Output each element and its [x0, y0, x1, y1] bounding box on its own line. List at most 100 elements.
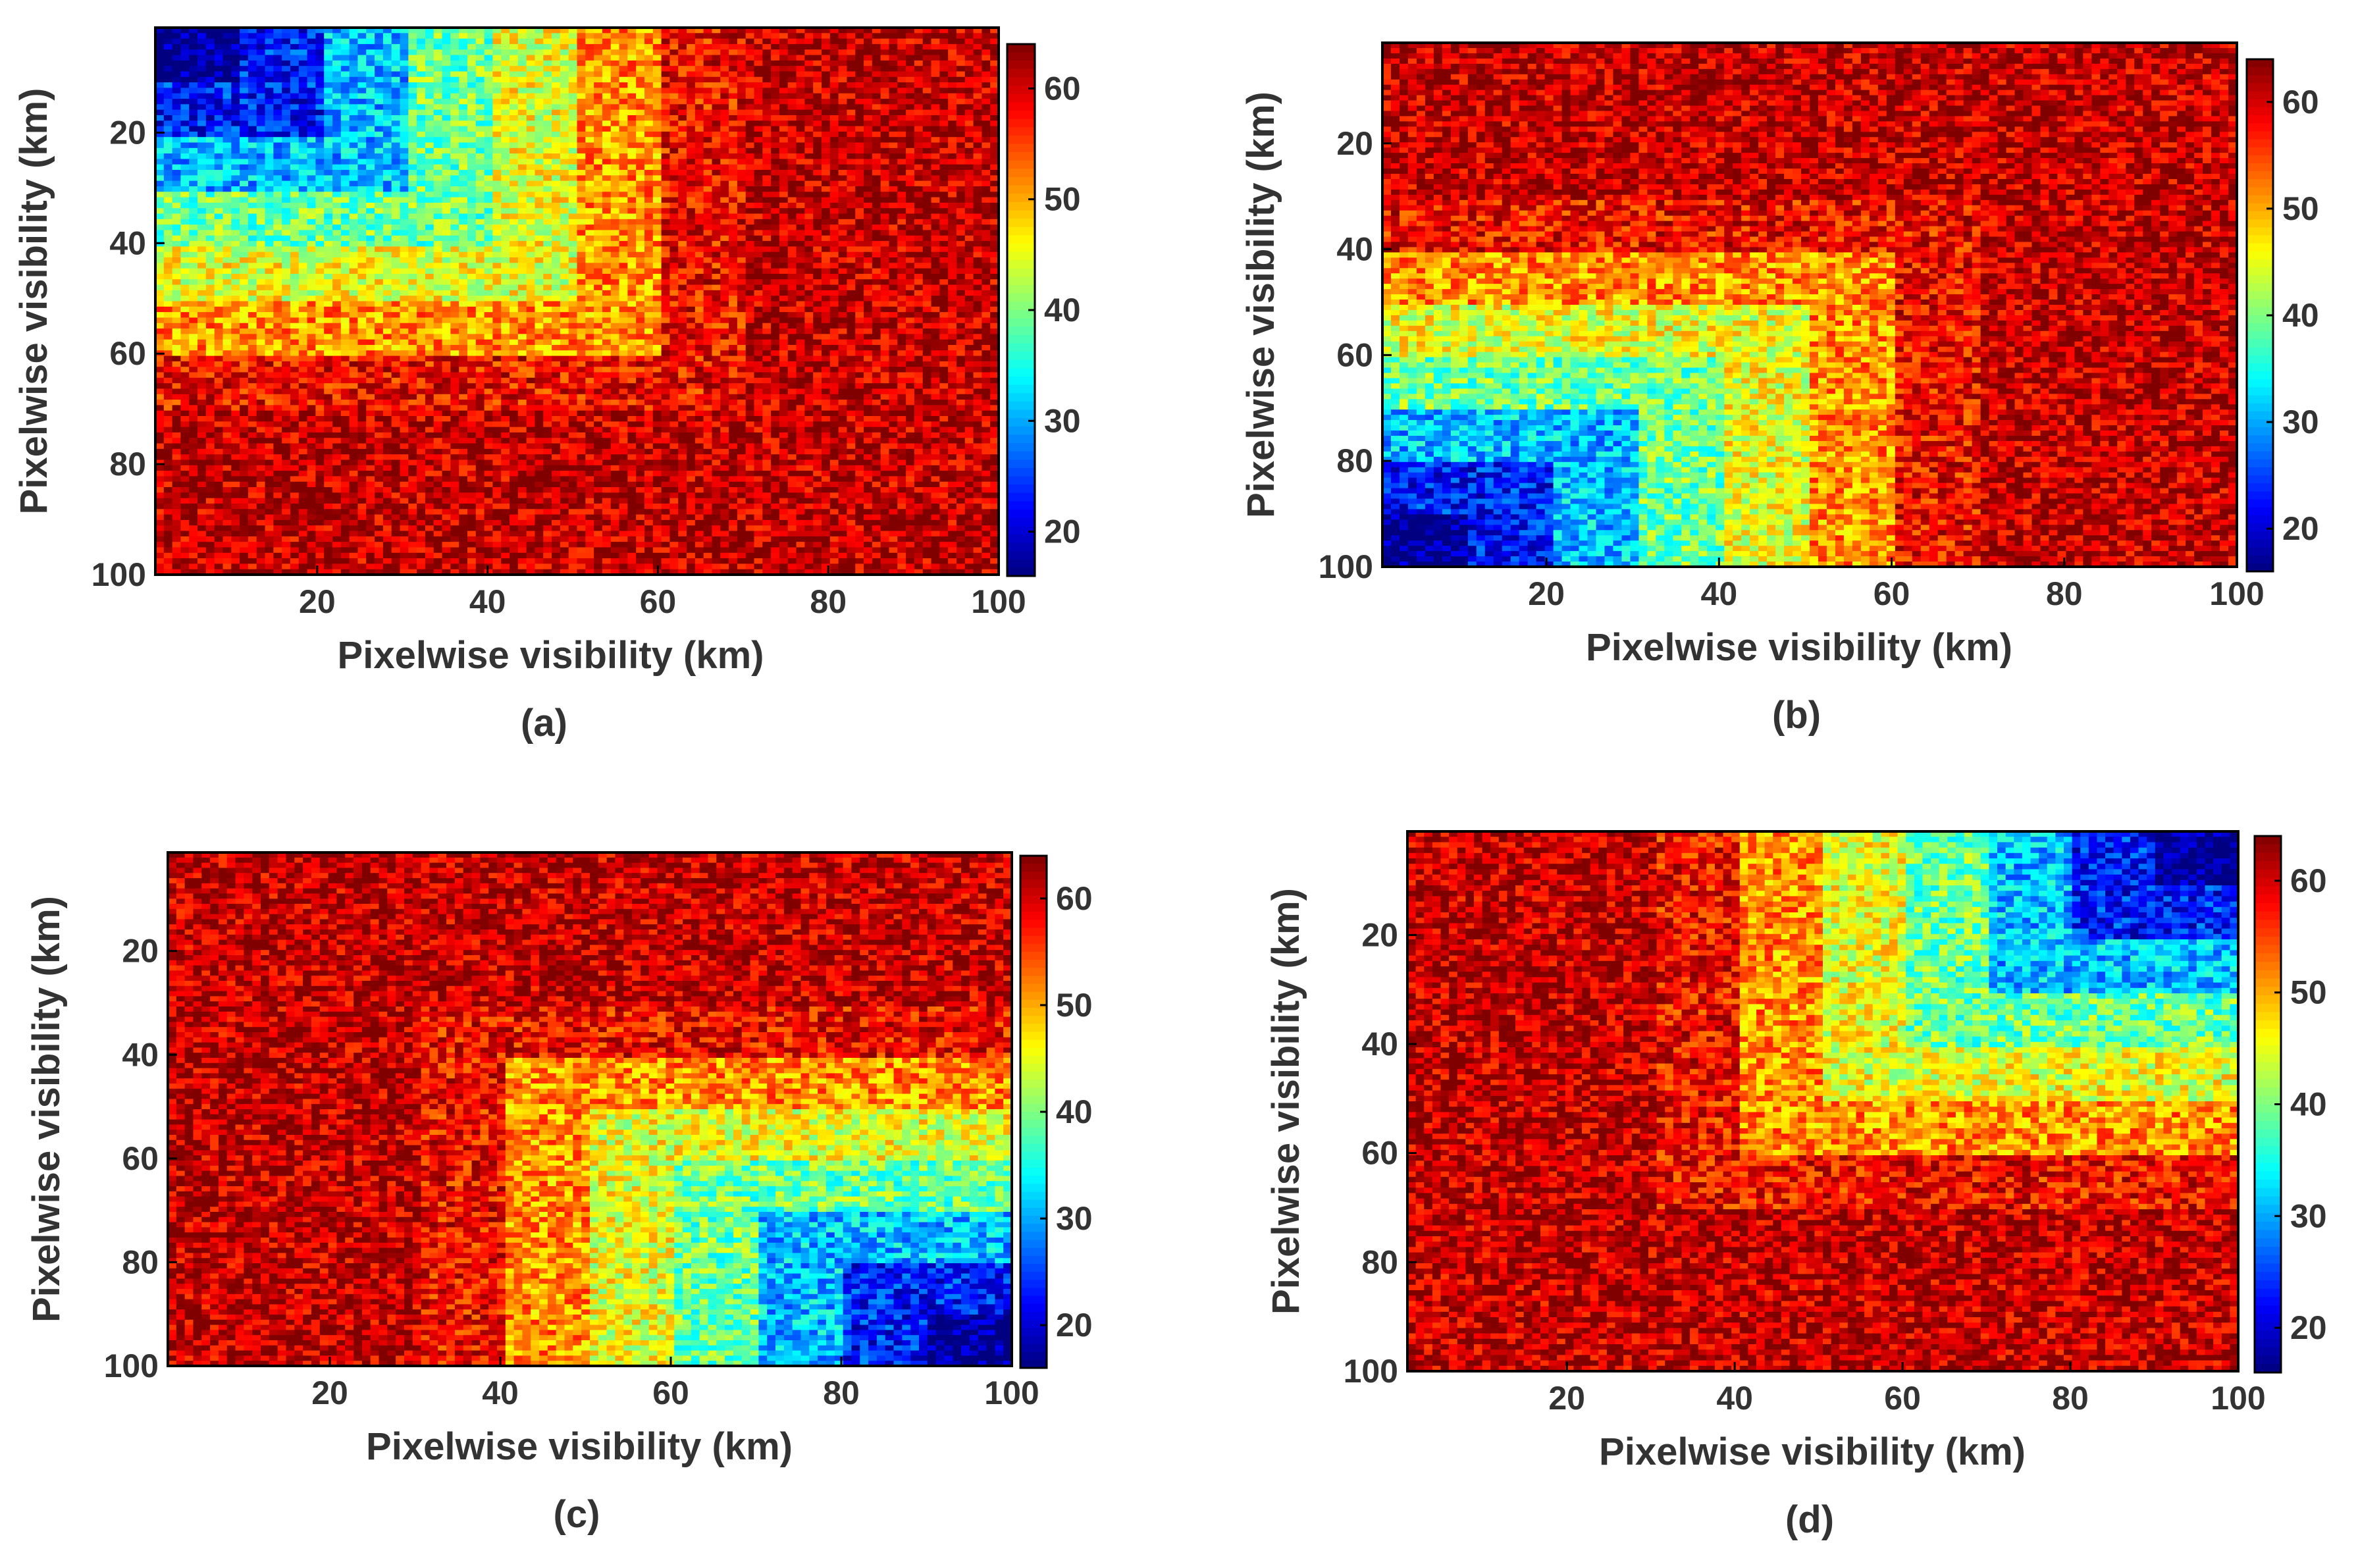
heatmap-cell: [619, 224, 628, 231]
heatmap-cell: [771, 33, 780, 39]
heatmap-cell: [982, 159, 991, 165]
heatmap-cell: [282, 147, 291, 154]
heatmap-cell: [906, 180, 915, 187]
heatmap-cell: [256, 224, 266, 231]
heatmap-cell: [568, 235, 578, 242]
heatmap-cell: [357, 251, 367, 258]
heatmap-cell: [939, 99, 949, 105]
heatmap-cell: [661, 55, 671, 61]
heatmap-cell: [922, 33, 932, 39]
heatmap-cell: [762, 60, 772, 66]
heatmap-cell: [484, 55, 493, 61]
heatmap-cell: [838, 159, 848, 165]
heatmap-cell: [205, 142, 215, 149]
heatmap-cell: [433, 147, 443, 154]
heatmap-cell: [694, 137, 704, 144]
heatmap-cell: [687, 175, 696, 182]
heatmap-cell: [568, 180, 578, 187]
heatmap-cell: [467, 290, 477, 296]
heatmap-cell: [467, 137, 477, 144]
heatmap-cell: [459, 109, 468, 116]
heatmap-cell: [375, 213, 384, 220]
heatmap-cell: [813, 164, 822, 170]
heatmap-cell: [475, 99, 485, 105]
heatmap-cell: [787, 71, 797, 78]
heatmap-cell: [248, 115, 257, 121]
heatmap-cell: [375, 88, 384, 94]
heatmap-cell: [627, 246, 637, 253]
heatmap-cell: [914, 66, 924, 72]
heatmap-cell: [948, 235, 957, 242]
heatmap-cell: [332, 159, 342, 165]
heatmap-cell: [307, 268, 316, 274]
heatmap-cell: [290, 273, 300, 280]
heatmap-cell: [307, 142, 316, 149]
heatmap-cell: [240, 268, 249, 274]
heatmap-cell: [754, 99, 763, 105]
heatmap-cell: [484, 43, 493, 50]
heatmap-cell: [265, 88, 274, 94]
heatmap-cell: [459, 142, 468, 149]
heatmap-cell: [307, 241, 316, 247]
heatmap-cell: [619, 192, 628, 198]
heatmap-cell: [720, 76, 729, 83]
heatmap-cell: [163, 153, 173, 160]
heatmap-cell: [223, 263, 232, 269]
heatmap-cell: [745, 131, 755, 138]
heatmap-cell: [906, 99, 915, 105]
heatmap-cell: [417, 284, 426, 291]
heatmap-cell: [307, 279, 316, 286]
heatmap-cell: [408, 202, 417, 209]
heatmap-cell: [973, 170, 982, 176]
heatmap-cell: [644, 268, 654, 274]
heatmap-cell: [906, 60, 915, 66]
heatmap-cell: [189, 224, 198, 231]
heatmap-cell: [163, 296, 173, 302]
heatmap-cell: [906, 142, 915, 149]
heatmap-cell: [197, 137, 207, 144]
heatmap-cell: [205, 235, 215, 242]
heatmap-cell: [442, 104, 451, 111]
heatmap-cell: [543, 230, 552, 236]
heatmap-cell: [838, 213, 848, 220]
heatmap-cell: [273, 213, 282, 220]
heatmap-cell: [517, 164, 527, 170]
heatmap-cell: [231, 131, 240, 138]
heatmap-cell: [610, 241, 620, 247]
heatmap-cell: [720, 55, 729, 61]
heatmap-cell: [172, 257, 182, 263]
heatmap-cell: [324, 180, 333, 187]
heatmap-cell: [163, 147, 173, 154]
heatmap-cell: [644, 55, 654, 61]
heatmap-cell: [433, 213, 443, 220]
heatmap-cell: [737, 126, 747, 132]
heatmap-cell: [813, 76, 822, 83]
heatmap-cell: [340, 164, 350, 170]
heatmap-cell: [501, 104, 510, 111]
heatmap-cell: [712, 241, 721, 247]
heatmap-cell: [838, 120, 848, 127]
heatmap-cell: [829, 208, 839, 215]
heatmap-cell: [678, 164, 687, 170]
heatmap-cell: [939, 115, 949, 121]
heatmap-cell: [897, 38, 906, 45]
heatmap-cell: [964, 263, 974, 269]
heatmap-cell: [627, 263, 637, 269]
heatmap-cell: [223, 192, 232, 198]
heatmap-cell: [619, 71, 628, 78]
heatmap-cell: [340, 273, 350, 280]
heatmap-cell: [475, 28, 485, 34]
heatmap-cell: [535, 76, 544, 83]
heatmap-cell: [687, 99, 696, 105]
heatmap-cell: [585, 213, 594, 220]
heatmap-cell: [172, 235, 182, 242]
heatmap-cell: [375, 93, 384, 99]
heatmap-cell: [197, 202, 207, 209]
heatmap-cell: [484, 82, 493, 89]
heatmap-cell: [804, 159, 814, 165]
heatmap-cell: [619, 164, 628, 170]
heatmap-cell: [973, 224, 982, 231]
heatmap-cell: [838, 268, 848, 274]
heatmap-cell: [282, 99, 291, 105]
heatmap-cell: [180, 99, 190, 105]
